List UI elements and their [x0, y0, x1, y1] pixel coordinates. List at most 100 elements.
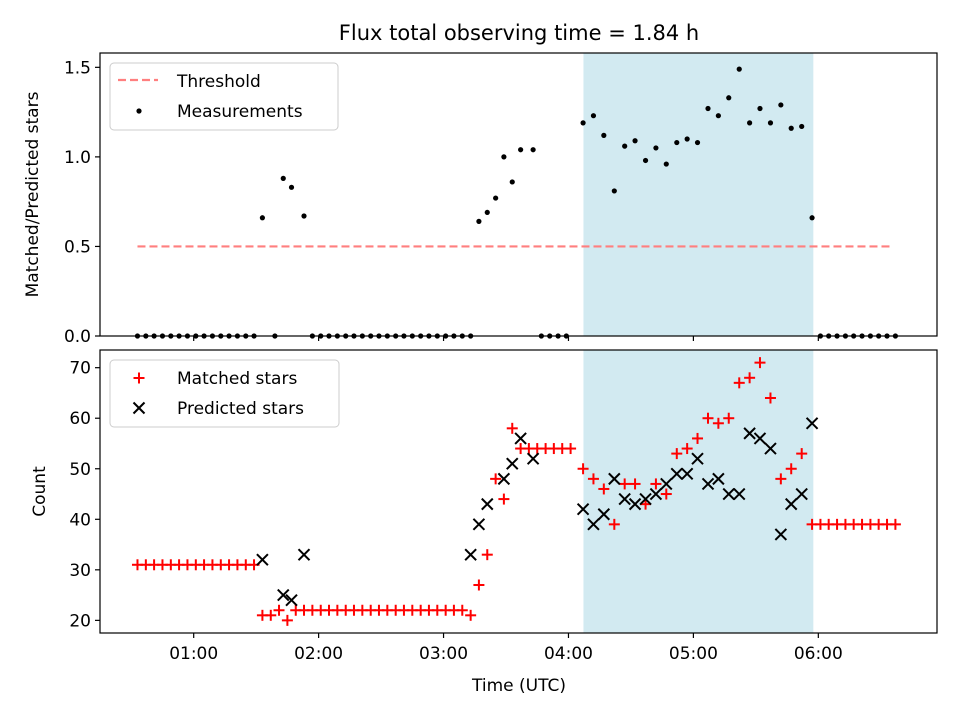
predicted-star-point — [497, 472, 511, 486]
matched-star-point — [723, 412, 735, 424]
top-y-tick-label: 1.0 — [64, 148, 91, 168]
top-x-ticks — [193, 336, 819, 341]
predicted-star-point — [628, 497, 642, 511]
predicted-star-point — [743, 427, 756, 440]
x-axis-label: Time (UTC) — [471, 676, 566, 696]
predicted-star-point — [670, 467, 683, 481]
matched-star-point — [785, 463, 797, 475]
predicted-star-point — [285, 593, 298, 607]
predicted-star-point — [618, 492, 631, 506]
measurement-point — [259, 215, 266, 221]
matched-star-point — [608, 518, 620, 530]
predicted-star-point — [277, 588, 290, 602]
measurement-point — [622, 143, 628, 149]
predicted-star-point — [722, 487, 735, 501]
predicted-star-point — [805, 417, 819, 430]
predicted-star-point — [712, 472, 725, 486]
matched-star-point — [587, 473, 599, 485]
legend-matched-label: Matched stars — [177, 369, 297, 389]
predicted-star-point — [297, 548, 311, 561]
bottom-y-tick-label: 70 — [69, 359, 91, 379]
matched-star-point — [498, 493, 510, 505]
measurement-point — [484, 209, 490, 216]
predicted-star-point — [639, 492, 652, 506]
top-y-tick-label: 0.0 — [64, 327, 91, 347]
measurement-point — [509, 179, 515, 185]
bottom-y-tick-label: 30 — [69, 561, 91, 581]
top-y-axis-label: Matched/Predicted stars — [23, 91, 43, 297]
x-tick-label: 05:00 — [669, 644, 718, 664]
matched-star-point — [273, 604, 285, 616]
legend-predicted-swatch — [132, 401, 146, 415]
matched-star-point — [619, 478, 631, 490]
measurement-point — [767, 120, 774, 126]
measurement-point — [694, 139, 701, 146]
measurement-point — [747, 120, 753, 126]
top-y-tick-label: 1.5 — [64, 58, 91, 78]
predicted-star-point — [680, 467, 694, 481]
measurement-point — [501, 154, 507, 160]
matched-star-point — [490, 473, 502, 485]
predicted-star-point — [514, 432, 527, 445]
bottom-y-tick-label: 40 — [69, 510, 91, 530]
measurement-point — [493, 195, 499, 201]
bottom-y-tick-label: 60 — [69, 409, 91, 429]
predicted-star-point — [587, 518, 600, 531]
measurement-point — [518, 147, 524, 153]
bottom-x-ticks: 01:00 02:00 03:00 04:00 05:00 06:00 — [169, 633, 843, 664]
x-tick-label: 04:00 — [544, 644, 593, 664]
measurement-point — [280, 175, 286, 181]
matched-star-point — [764, 392, 776, 404]
predicted-star-point — [795, 487, 808, 501]
measurement-point — [705, 105, 711, 112]
predicted-star-point — [472, 518, 486, 531]
bottom-shaded-region — [583, 350, 814, 633]
predicted-star-point — [481, 497, 494, 511]
predicted-star-point — [576, 502, 590, 516]
measurement-point — [642, 157, 649, 164]
legend-matched-marker — [133, 372, 145, 384]
top-y-ticks: 0.0 0.5 1.0 1.5 — [64, 58, 100, 347]
matched-star-point — [889, 518, 901, 530]
matched-star-point — [506, 422, 518, 434]
predicted-star-point — [526, 452, 540, 465]
top-legend-box — [109, 62, 339, 131]
top-shaded-region — [583, 53, 814, 336]
x-tick-label: 06:00 — [794, 644, 843, 664]
matched-star-point — [692, 432, 704, 444]
legend-threshold-label: Threshold — [176, 72, 261, 92]
bottom-y-tick-label: 50 — [69, 460, 91, 480]
bottom-axes-frame — [99, 349, 938, 634]
measurement-point — [476, 218, 482, 224]
matched-star-point — [702, 412, 714, 424]
measurement-point — [674, 139, 680, 146]
predicted-star-point — [597, 508, 611, 521]
predicted-star-point — [649, 487, 663, 501]
measurement-point — [809, 215, 815, 221]
measurement-point — [788, 125, 794, 131]
predicted-star-point — [764, 442, 777, 455]
measurement-point — [530, 147, 536, 153]
legend-measurements-label: Measurements — [177, 102, 303, 122]
legend-matched-swatch — [133, 372, 145, 384]
matched-star-point — [712, 417, 724, 429]
matched-star-point — [733, 377, 745, 389]
matched-star-point — [281, 614, 293, 626]
x-tick-label: 02:00 — [294, 644, 343, 664]
predicted-star-point — [701, 477, 715, 491]
matched-star-point — [744, 372, 756, 384]
figure-title: Flux total observing time = 1.84 h — [339, 21, 699, 45]
legend-predicted-marker — [132, 401, 146, 415]
measurement-point — [301, 213, 307, 219]
matched-star-point — [598, 483, 610, 495]
measurement-point — [736, 66, 742, 72]
predicted-star-point — [785, 497, 798, 511]
matched-star-point — [473, 579, 485, 591]
predicted-star-point — [660, 477, 673, 491]
measurement-point — [663, 161, 669, 167]
x-tick-label: 03:00 — [419, 644, 468, 664]
bottom-panel: 20 30 40 50 60 70 01:00 02:00 03:00 04:00 05:00 06… — [30, 349, 938, 696]
x-tick-label: 01:00 — [169, 644, 218, 664]
matched-star-point — [456, 604, 468, 616]
matched-star-point — [629, 478, 641, 490]
